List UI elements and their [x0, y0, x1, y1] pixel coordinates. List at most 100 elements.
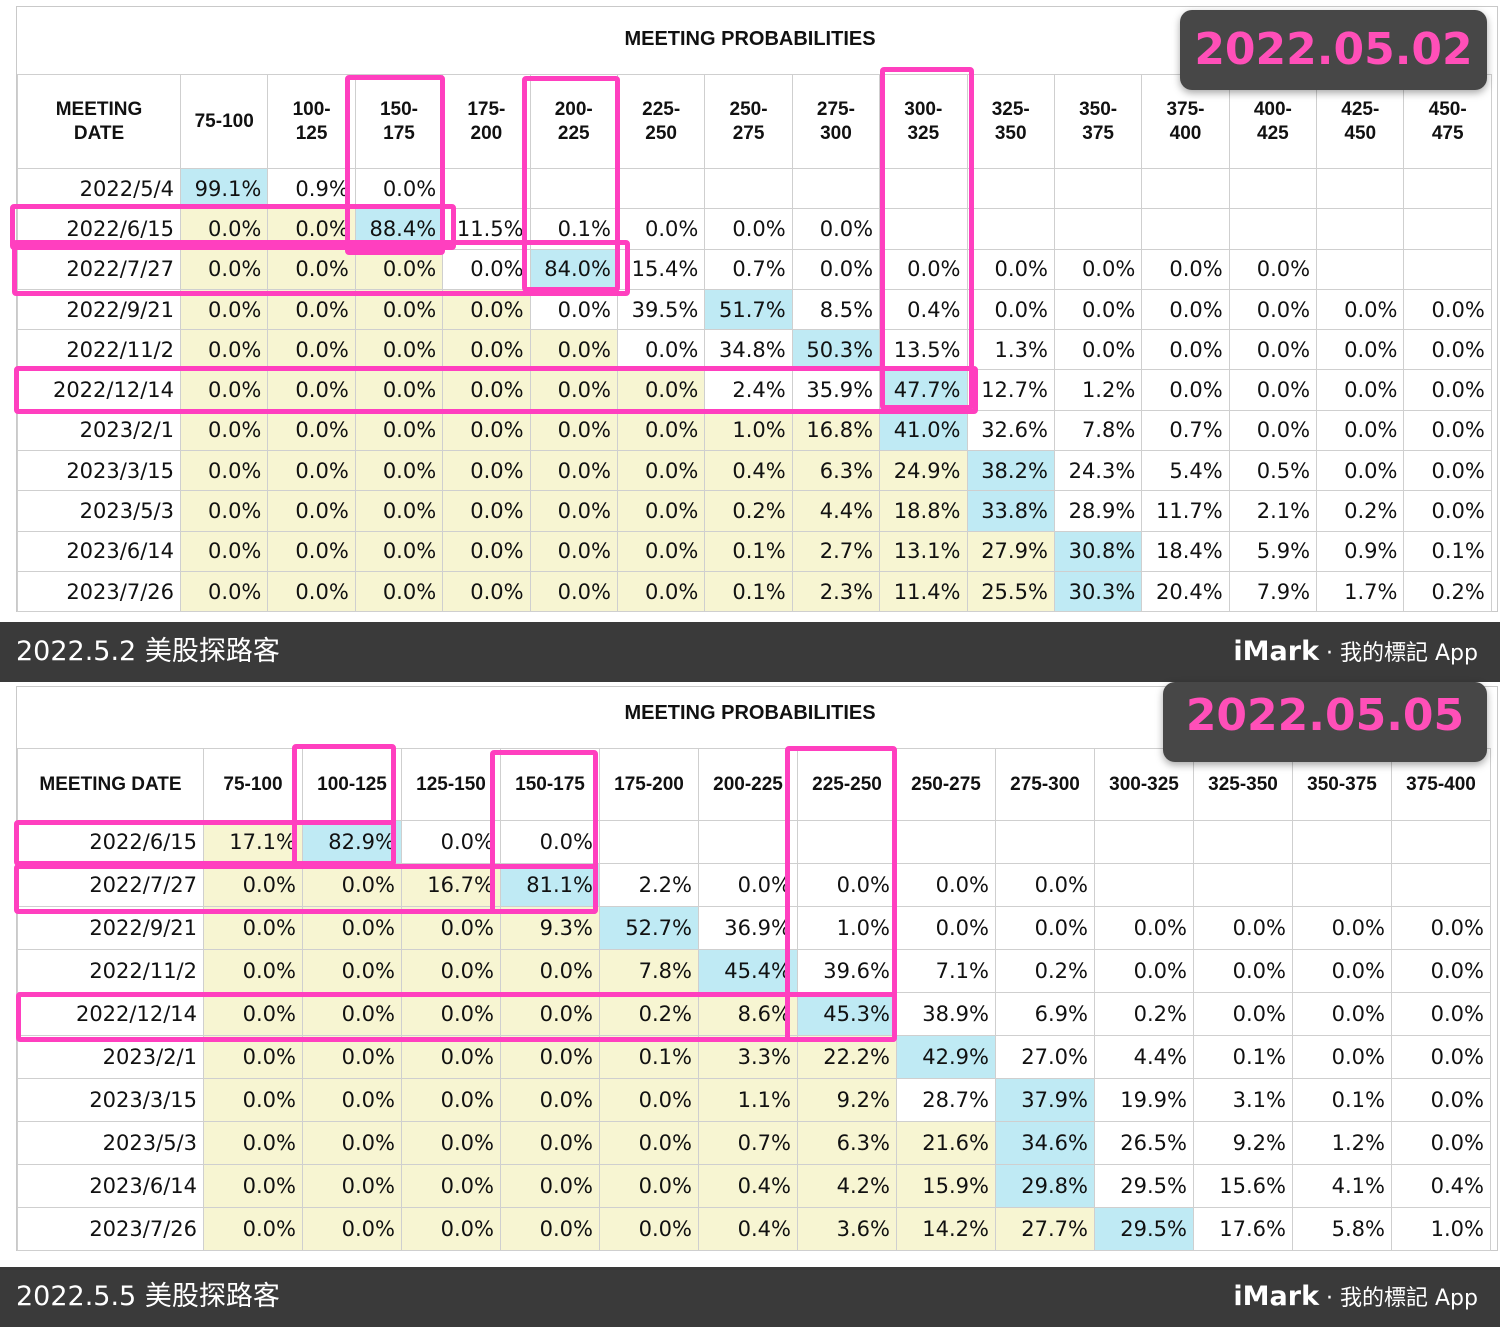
probability-cell: [1228, 208, 1318, 250]
probability-cell: 0.2%: [995, 949, 1095, 993]
probability-cell: 0.0%: [529, 369, 618, 411]
probability-cell: 0.0%: [354, 450, 444, 492]
probability-cell: 15.4%: [616, 248, 706, 290]
probability-cell: 0.1%: [529, 208, 618, 250]
probability-cell: 0.0%: [797, 863, 897, 907]
probability-cell: 0.0%: [203, 1078, 303, 1122]
probability-cell: 0.0%: [500, 992, 600, 1036]
probability-cell: [529, 167, 618, 210]
probability-cell: 4.2%: [797, 1164, 897, 1208]
meeting-date-cell: 2022/12/14: [17, 992, 204, 1036]
probability-cell: 45.3%: [797, 992, 897, 1036]
probability-cell: [1292, 863, 1392, 907]
probability-cell: 6.3%: [791, 450, 881, 492]
probability-cell: 0.0%: [354, 288, 444, 331]
probability-cell: 0.0%: [1403, 450, 1492, 492]
probability-cell: 13.5%: [879, 329, 968, 371]
probability-cell: [698, 820, 798, 864]
table-row: 2023/3/15 0.0% 0.0% 0.0% 0.0% 0.0% 1.1% 9.2% 28.…: [17, 1078, 1491, 1122]
probability-cell: 0.0%: [179, 248, 269, 290]
table-row: 2022/6/15 0.0% 0.0% 88.4% 11.5% 0.1% 0.0% 0.0% 0…: [17, 208, 1492, 250]
probability-cell: 0.0%: [599, 1207, 699, 1251]
probability-cell: 0.0%: [179, 409, 269, 452]
probability-cell: [879, 208, 968, 250]
rate-range-header: 175-200: [599, 748, 699, 821]
meeting-date-cell: 2022/7/27: [17, 863, 204, 907]
probability-cell: 19.9%: [1094, 1078, 1194, 1122]
meeting-date-cell: 2023/2/1: [17, 409, 181, 452]
probability-cell: [1053, 167, 1143, 210]
meeting-date-cell: 2023/6/14: [17, 1164, 204, 1208]
meeting-date-cell: 2023/5/3: [17, 1121, 204, 1165]
probability-cell: 0.0%: [401, 1035, 501, 1079]
probability-cell: 39.6%: [797, 949, 897, 993]
probability-cell: 36.9%: [698, 906, 798, 950]
probability-cell: 0.0%: [995, 906, 1095, 950]
probability-cell: 0.0%: [1228, 409, 1318, 452]
meeting-date-header-line: MEETING DATE: [39, 773, 182, 795]
probability-cell: [1403, 167, 1492, 210]
probability-cell: 0.0%: [203, 1121, 303, 1165]
probability-cell: 0.0%: [1403, 490, 1492, 532]
probability-cell: 0.0%: [302, 1035, 402, 1079]
probability-cell: 0.0%: [966, 288, 1055, 331]
probability-cell: 0.0%: [267, 530, 356, 572]
rate-range-header: 175-200: [442, 74, 531, 169]
probability-cell: 0.0%: [1141, 369, 1230, 411]
probability-cell: 0.0%: [616, 570, 706, 613]
probability-cell: 0.0%: [791, 248, 881, 290]
probability-cell: 29.5%: [1094, 1164, 1194, 1208]
meeting-date-cell: 2022/11/2: [17, 329, 181, 371]
probability-cell: 0.4%: [1391, 1164, 1491, 1208]
probability-cell: 29.8%: [995, 1164, 1095, 1208]
rate-range-header: 225-250: [797, 748, 897, 821]
probability-cell: 0.0%: [529, 570, 618, 613]
probability-cell: 0.0%: [1316, 450, 1405, 492]
probability-cell: 0.0%: [1391, 949, 1491, 993]
probability-cell: 0.0%: [1053, 329, 1143, 371]
probability-cell: 24.9%: [879, 450, 968, 492]
probability-cell: [1292, 820, 1392, 864]
rate-range-header: 200-225: [529, 74, 618, 169]
table-row: 2022/9/21 0.0% 0.0% 0.0% 0.0% 0.0% 39.5% 51.7% 8…: [17, 288, 1492, 331]
rate-range-header-line: 375-: [1166, 98, 1205, 120]
probability-cell: 15.6%: [1193, 1164, 1293, 1208]
probability-cell: 99.1%: [179, 167, 269, 210]
probability-cell: 0.0%: [500, 1164, 600, 1208]
rate-range-header-line: 475: [1431, 122, 1464, 144]
probability-cell: 13.1%: [879, 530, 968, 572]
probability-cell: 0.0%: [442, 490, 531, 532]
probability-cell: 0.0%: [1292, 1035, 1392, 1079]
probability-cell: 0.0%: [302, 992, 402, 1036]
probability-cell: 0.0%: [401, 1164, 501, 1208]
probability-cell: 0.0%: [203, 1207, 303, 1251]
meeting-probabilities-table: MEETING DATE 75-100 100- 125 150- 175 175- 200 20…: [17, 74, 1492, 613]
probability-cell: [1403, 208, 1492, 250]
rate-range-header-line: 100-125: [317, 773, 387, 795]
probability-cell: 41.0%: [879, 409, 968, 452]
probability-cell: 0.0%: [203, 906, 303, 950]
probability-cell: 5.4%: [1141, 450, 1230, 492]
probability-cell: 0.0%: [302, 1164, 402, 1208]
probability-cell: 0.0%: [401, 906, 501, 950]
probability-cell: 0.0%: [203, 992, 303, 1036]
probability-cell: 82.9%: [302, 820, 402, 864]
probability-cell: 0.0%: [354, 248, 444, 290]
probability-cell: 0.0%: [354, 369, 444, 411]
date-badge: 2022.05.02: [1180, 10, 1487, 90]
probability-cell: 0.0%: [1228, 288, 1318, 331]
rate-range-header: 250-275: [704, 74, 793, 169]
probability-cell: [879, 167, 968, 210]
probability-cell: 47.7%: [879, 369, 968, 411]
probability-cell: [1094, 820, 1194, 864]
probability-cell: 1.0%: [797, 906, 897, 950]
probability-cell: 0.0%: [500, 820, 600, 864]
probability-cell: 0.0%: [267, 369, 356, 411]
probability-cell: 51.7%: [704, 288, 793, 331]
rate-range-header-line: 400-: [1253, 98, 1292, 120]
rate-range-header-line: 425: [1257, 122, 1289, 144]
probability-cell: 0.0%: [529, 288, 618, 331]
probability-cell: 0.0%: [267, 288, 356, 331]
rate-range-header: 100-125: [267, 74, 356, 169]
probability-cell: 88.4%: [354, 208, 444, 250]
